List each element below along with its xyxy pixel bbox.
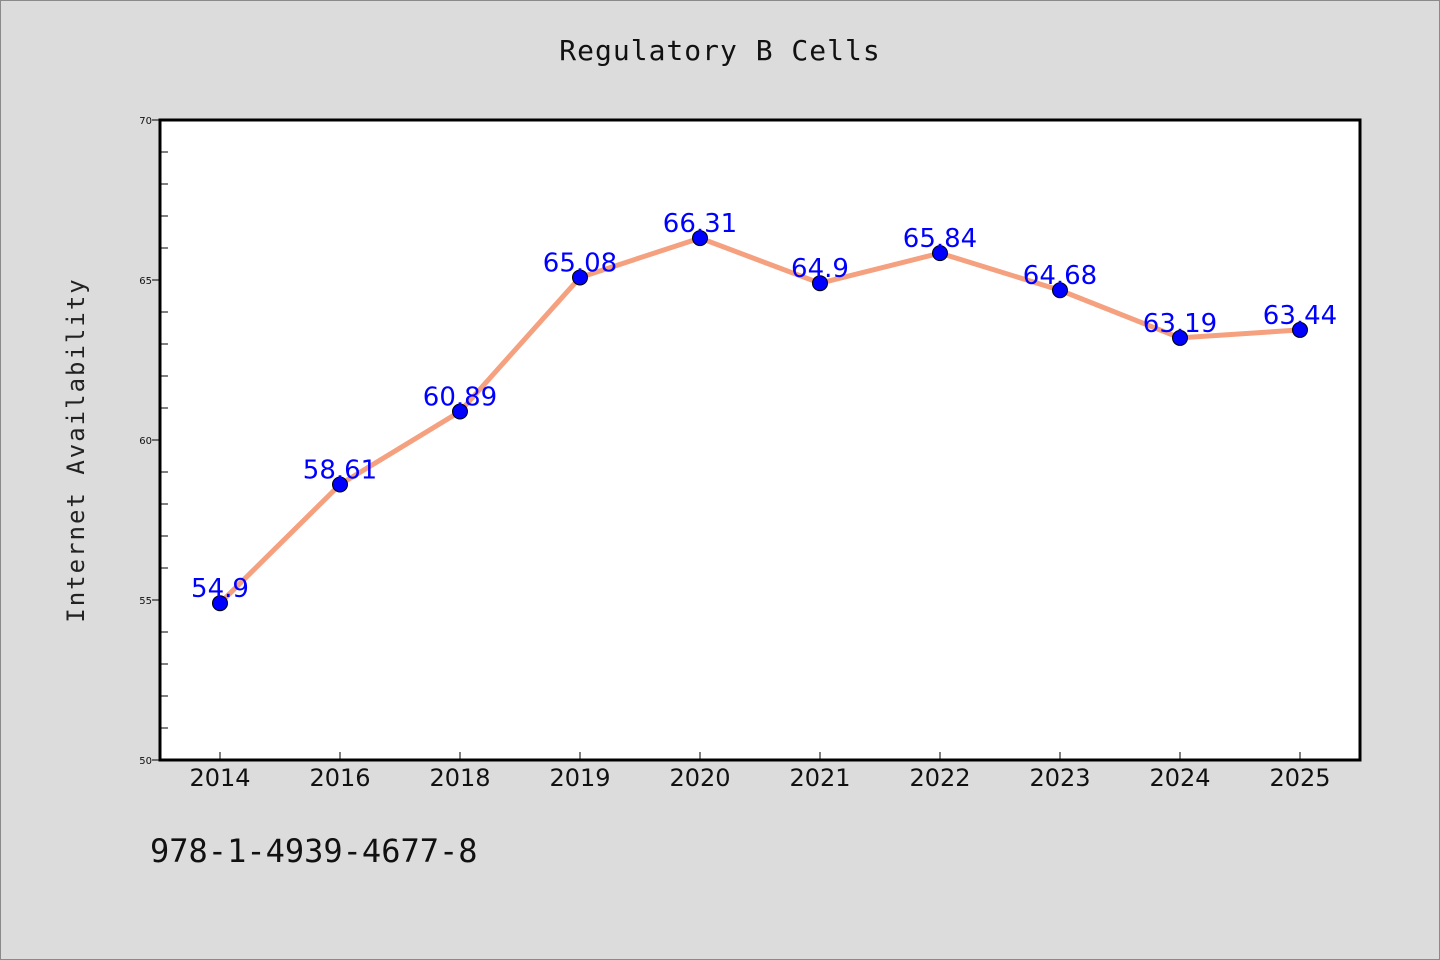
x-tick-label: 2018	[429, 764, 490, 792]
x-axis: 2014 2016 2018 2019 2020 2021 2022 2023 2024 2025	[189, 752, 1331, 792]
x-tick-label: 2025	[1269, 764, 1330, 792]
data-label: 64.9	[791, 254, 849, 284]
data-point	[932, 245, 948, 262]
data-label: 64.68	[1023, 261, 1097, 291]
series-points	[212, 230, 1308, 612]
data-label: 66.31	[663, 209, 737, 239]
data-labels: 54.9 58.61 60.89 65.08 66.31 64.9 65.84 64.68 63…	[191, 209, 1337, 604]
footer-code: 978-1-4939-4677-8	[150, 832, 478, 870]
plot-area	[158, 118, 1362, 762]
y-tick-label: 50	[139, 756, 152, 767]
data-point	[212, 595, 228, 612]
data-label: 65.08	[543, 248, 617, 278]
y-tick-label: 55	[139, 596, 152, 607]
data-label: 63.19	[1143, 309, 1217, 339]
data-point	[812, 275, 828, 292]
x-tick-label: 2021	[789, 764, 850, 792]
series-line-group	[217, 235, 1303, 606]
x-tick-label: 2016	[309, 764, 370, 792]
x-tick-label: 2020	[669, 764, 730, 792]
data-point	[1052, 282, 1068, 299]
data-point	[1292, 321, 1308, 338]
y-tick-label: 70	[139, 116, 152, 127]
data-label: 63.44	[1263, 301, 1337, 331]
data-point	[332, 476, 348, 493]
x-tick-label: 2014	[189, 764, 250, 792]
y-tick-label: 60	[139, 436, 152, 447]
x-tick-label: 2024	[1149, 764, 1210, 792]
data-point	[452, 403, 468, 420]
x-tick-label: 2019	[549, 764, 610, 792]
data-label: 60.89	[423, 383, 497, 413]
data-point	[572, 269, 588, 286]
data-point	[692, 230, 708, 247]
x-tick-label: 2022	[909, 764, 970, 792]
x-tick-label: 2023	[1029, 764, 1090, 792]
data-label: 65.84	[903, 224, 977, 254]
y-axis: 50 55 60 65 70	[139, 116, 168, 767]
data-label: 54.9	[191, 574, 249, 604]
y-tick-label: 65	[139, 276, 152, 287]
chart-title: Regulatory B Cells	[559, 34, 881, 67]
series-line	[217, 235, 1303, 606]
data-label: 58.61	[303, 455, 377, 485]
data-point	[1172, 329, 1188, 346]
